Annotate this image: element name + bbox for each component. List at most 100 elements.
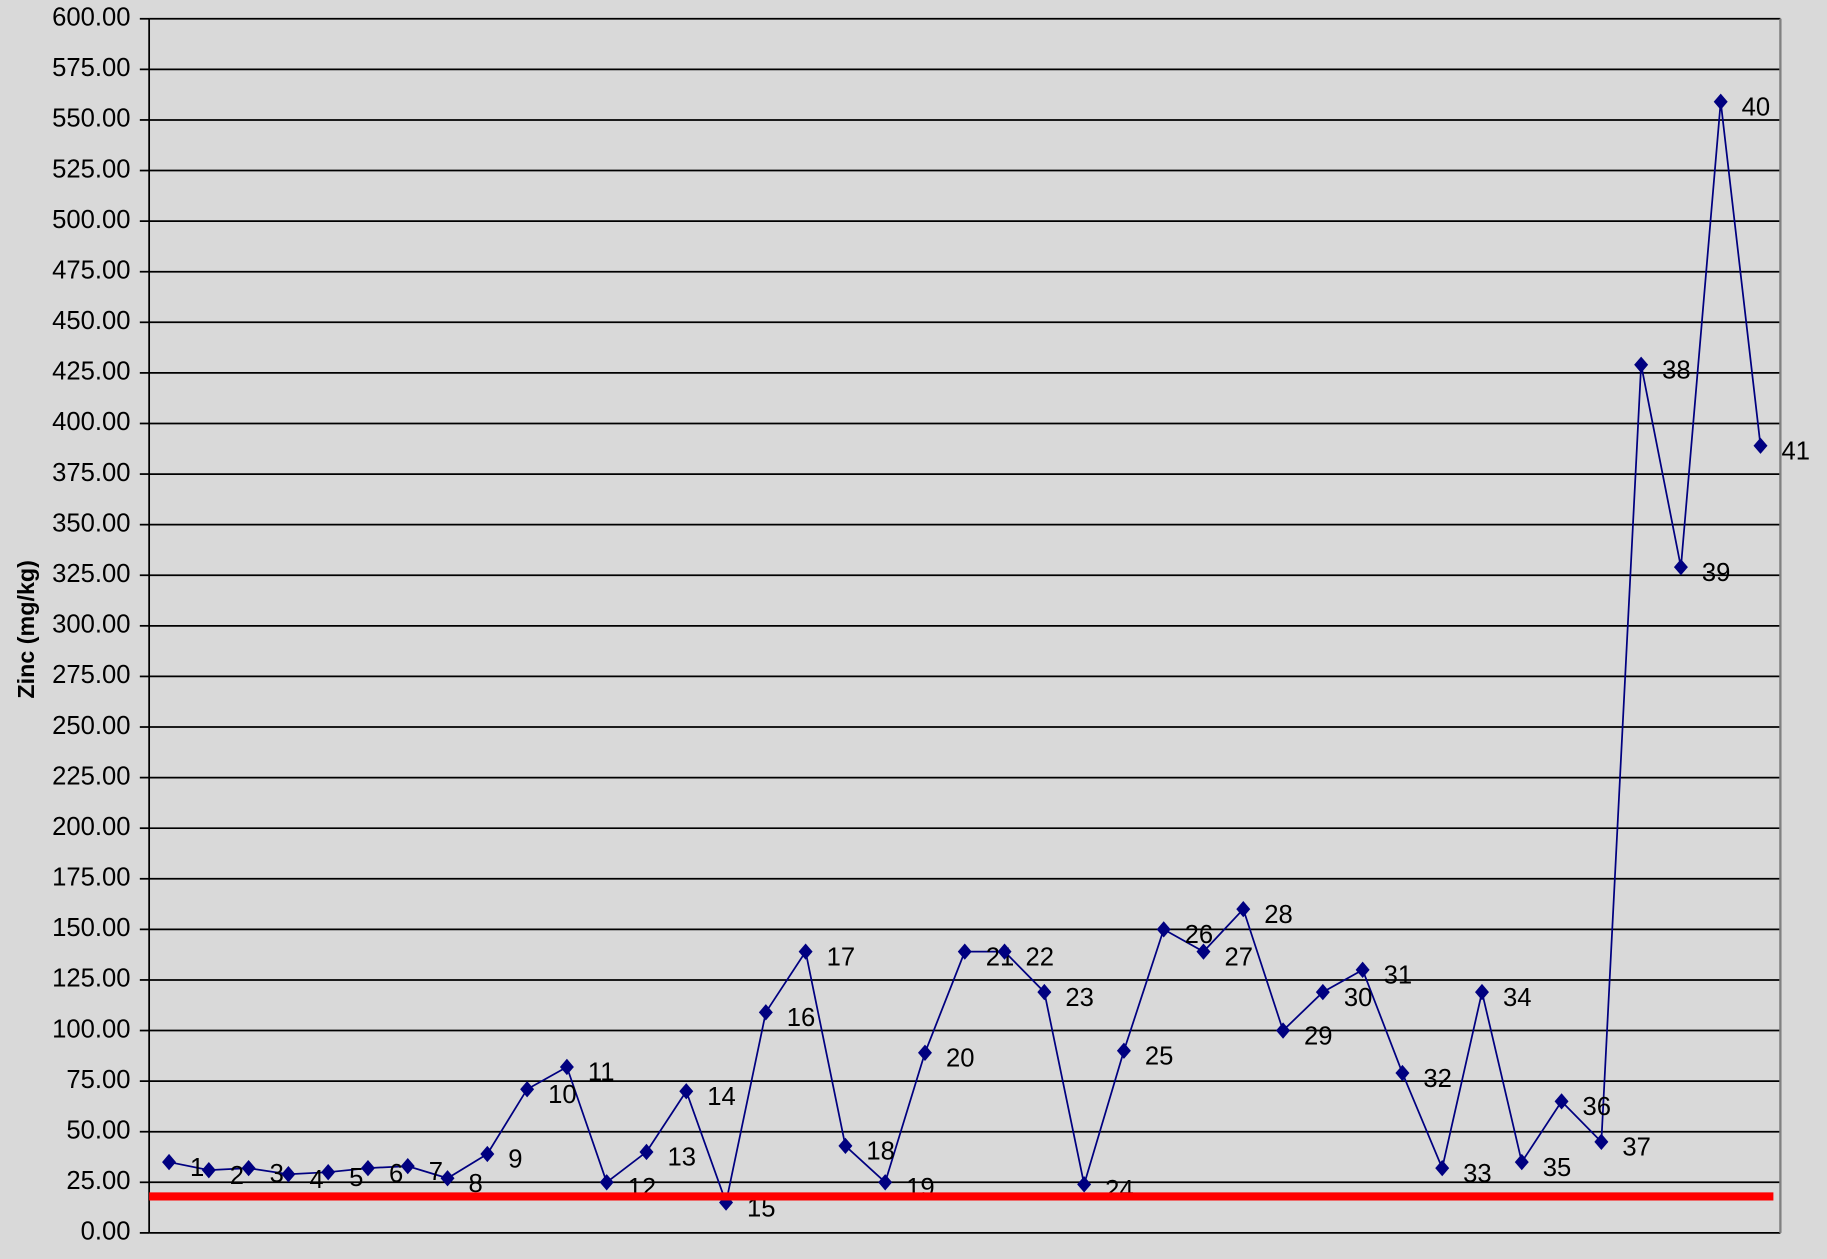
point-label: 20: [946, 1045, 975, 1073]
y-tick-label: 450.00: [52, 307, 130, 335]
data-point: [1713, 93, 1728, 110]
data-point: [1753, 437, 1768, 454]
y-tick-label: 525.00: [52, 155, 130, 183]
y-tick-label: 375.00: [52, 459, 130, 487]
data-point: [321, 1164, 336, 1181]
point-label: 27: [1224, 943, 1253, 971]
y-tick-label: 250.00: [52, 712, 130, 740]
data-point: [1634, 356, 1649, 373]
point-label: 5: [349, 1164, 363, 1192]
y-tick-label: 475.00: [52, 256, 130, 284]
y-tick-label: 300.00: [52, 611, 130, 639]
y-tick-label: 100.00: [52, 1015, 130, 1043]
point-label: 14: [707, 1083, 736, 1111]
data-point: [1236, 900, 1251, 918]
data-point: [440, 1170, 455, 1187]
data-point: [1594, 1133, 1609, 1150]
data-point: [997, 943, 1012, 960]
point-label: 36: [1583, 1093, 1612, 1121]
data-point: [1156, 921, 1171, 938]
y-tick-label: 150.00: [52, 914, 130, 942]
data-point: [241, 1159, 256, 1177]
data-point: [520, 1081, 535, 1098]
data-point: [758, 1004, 773, 1021]
y-tick-label: 275.00: [52, 661, 130, 689]
y-tick-label: 200.00: [52, 813, 130, 841]
y-tick-label: 400.00: [52, 408, 130, 436]
point-label: 22: [1026, 943, 1055, 971]
y-tick-label: 350.00: [52, 509, 130, 537]
point-label: 16: [787, 1004, 816, 1032]
data-point: [360, 1159, 375, 1177]
data-point: [1037, 983, 1052, 1001]
point-label: 6: [389, 1160, 403, 1188]
y-tick-label: 0.00: [81, 1218, 131, 1246]
point-label: 3: [270, 1160, 284, 1188]
point-label: 40: [1742, 93, 1771, 121]
point-label: 30: [1344, 984, 1373, 1012]
y-tick-label: 50.00: [66, 1116, 130, 1144]
point-label: 23: [1065, 984, 1094, 1012]
point-label: 1: [190, 1154, 204, 1182]
point-label: 37: [1622, 1134, 1651, 1162]
point-label: 10: [548, 1081, 577, 1109]
data-point: [1475, 983, 1489, 1001]
data-point: [1673, 558, 1688, 576]
data-point: [679, 1083, 694, 1100]
point-label: 41: [1781, 437, 1810, 465]
point-label: 29: [1304, 1022, 1333, 1050]
y-axis-label: Zinc (mg/kg): [13, 560, 39, 698]
y-tick-label: 500.00: [52, 206, 130, 234]
point-label: 2: [230, 1162, 244, 1190]
point-label: 21: [986, 943, 1015, 971]
point-label: 32: [1423, 1065, 1452, 1093]
point-label: 38: [1662, 357, 1691, 385]
point-label: 7: [429, 1158, 443, 1186]
data-point: [1315, 983, 1330, 1001]
point-label: 35: [1543, 1154, 1572, 1182]
data-point: [917, 1044, 932, 1061]
point-label: 11: [588, 1059, 615, 1087]
y-tick-label: 425.00: [52, 358, 130, 386]
y-tick-label: 75.00: [66, 1066, 130, 1094]
point-label: 31: [1384, 962, 1413, 990]
data-point: [1554, 1093, 1569, 1110]
y-tick-label: 550.00: [52, 105, 130, 133]
data-point: [480, 1145, 495, 1163]
data-point: [1435, 1159, 1450, 1177]
point-label: 33: [1463, 1160, 1492, 1188]
y-tick-label: 225.00: [52, 762, 130, 790]
data-point: [1116, 1042, 1131, 1059]
data-point: [798, 943, 813, 960]
data-point: [201, 1162, 216, 1179]
y-tick-label: 125.00: [52, 965, 130, 993]
y-tick-label: 325.00: [52, 560, 130, 588]
data-point: [838, 1137, 853, 1155]
data-point: [281, 1166, 296, 1183]
data-point: [400, 1157, 415, 1175]
point-label: 13: [667, 1144, 696, 1172]
data-point: [878, 1174, 893, 1191]
data-point: [639, 1143, 654, 1161]
point-label: 26: [1185, 921, 1214, 949]
data-point: [599, 1174, 614, 1191]
point-label: 18: [866, 1138, 895, 1166]
data-point: [559, 1058, 574, 1076]
data-point: [1355, 961, 1370, 978]
point-label: 8: [469, 1170, 483, 1198]
point-label: 39: [1702, 559, 1731, 587]
point-label: 34: [1503, 984, 1532, 1012]
y-tick-label: 175.00: [52, 864, 130, 892]
point-label: 28: [1264, 901, 1293, 929]
point-label: 17: [827, 943, 856, 971]
y-tick-label: 575.00: [52, 54, 130, 82]
y-tick-label: 25.00: [66, 1167, 130, 1195]
point-label: 9: [508, 1146, 522, 1174]
data-point: [1395, 1064, 1410, 1082]
data-point: [1276, 1022, 1291, 1039]
data-point: [1514, 1153, 1529, 1171]
data-point: [957, 943, 972, 960]
data-point: [1077, 1176, 1092, 1193]
